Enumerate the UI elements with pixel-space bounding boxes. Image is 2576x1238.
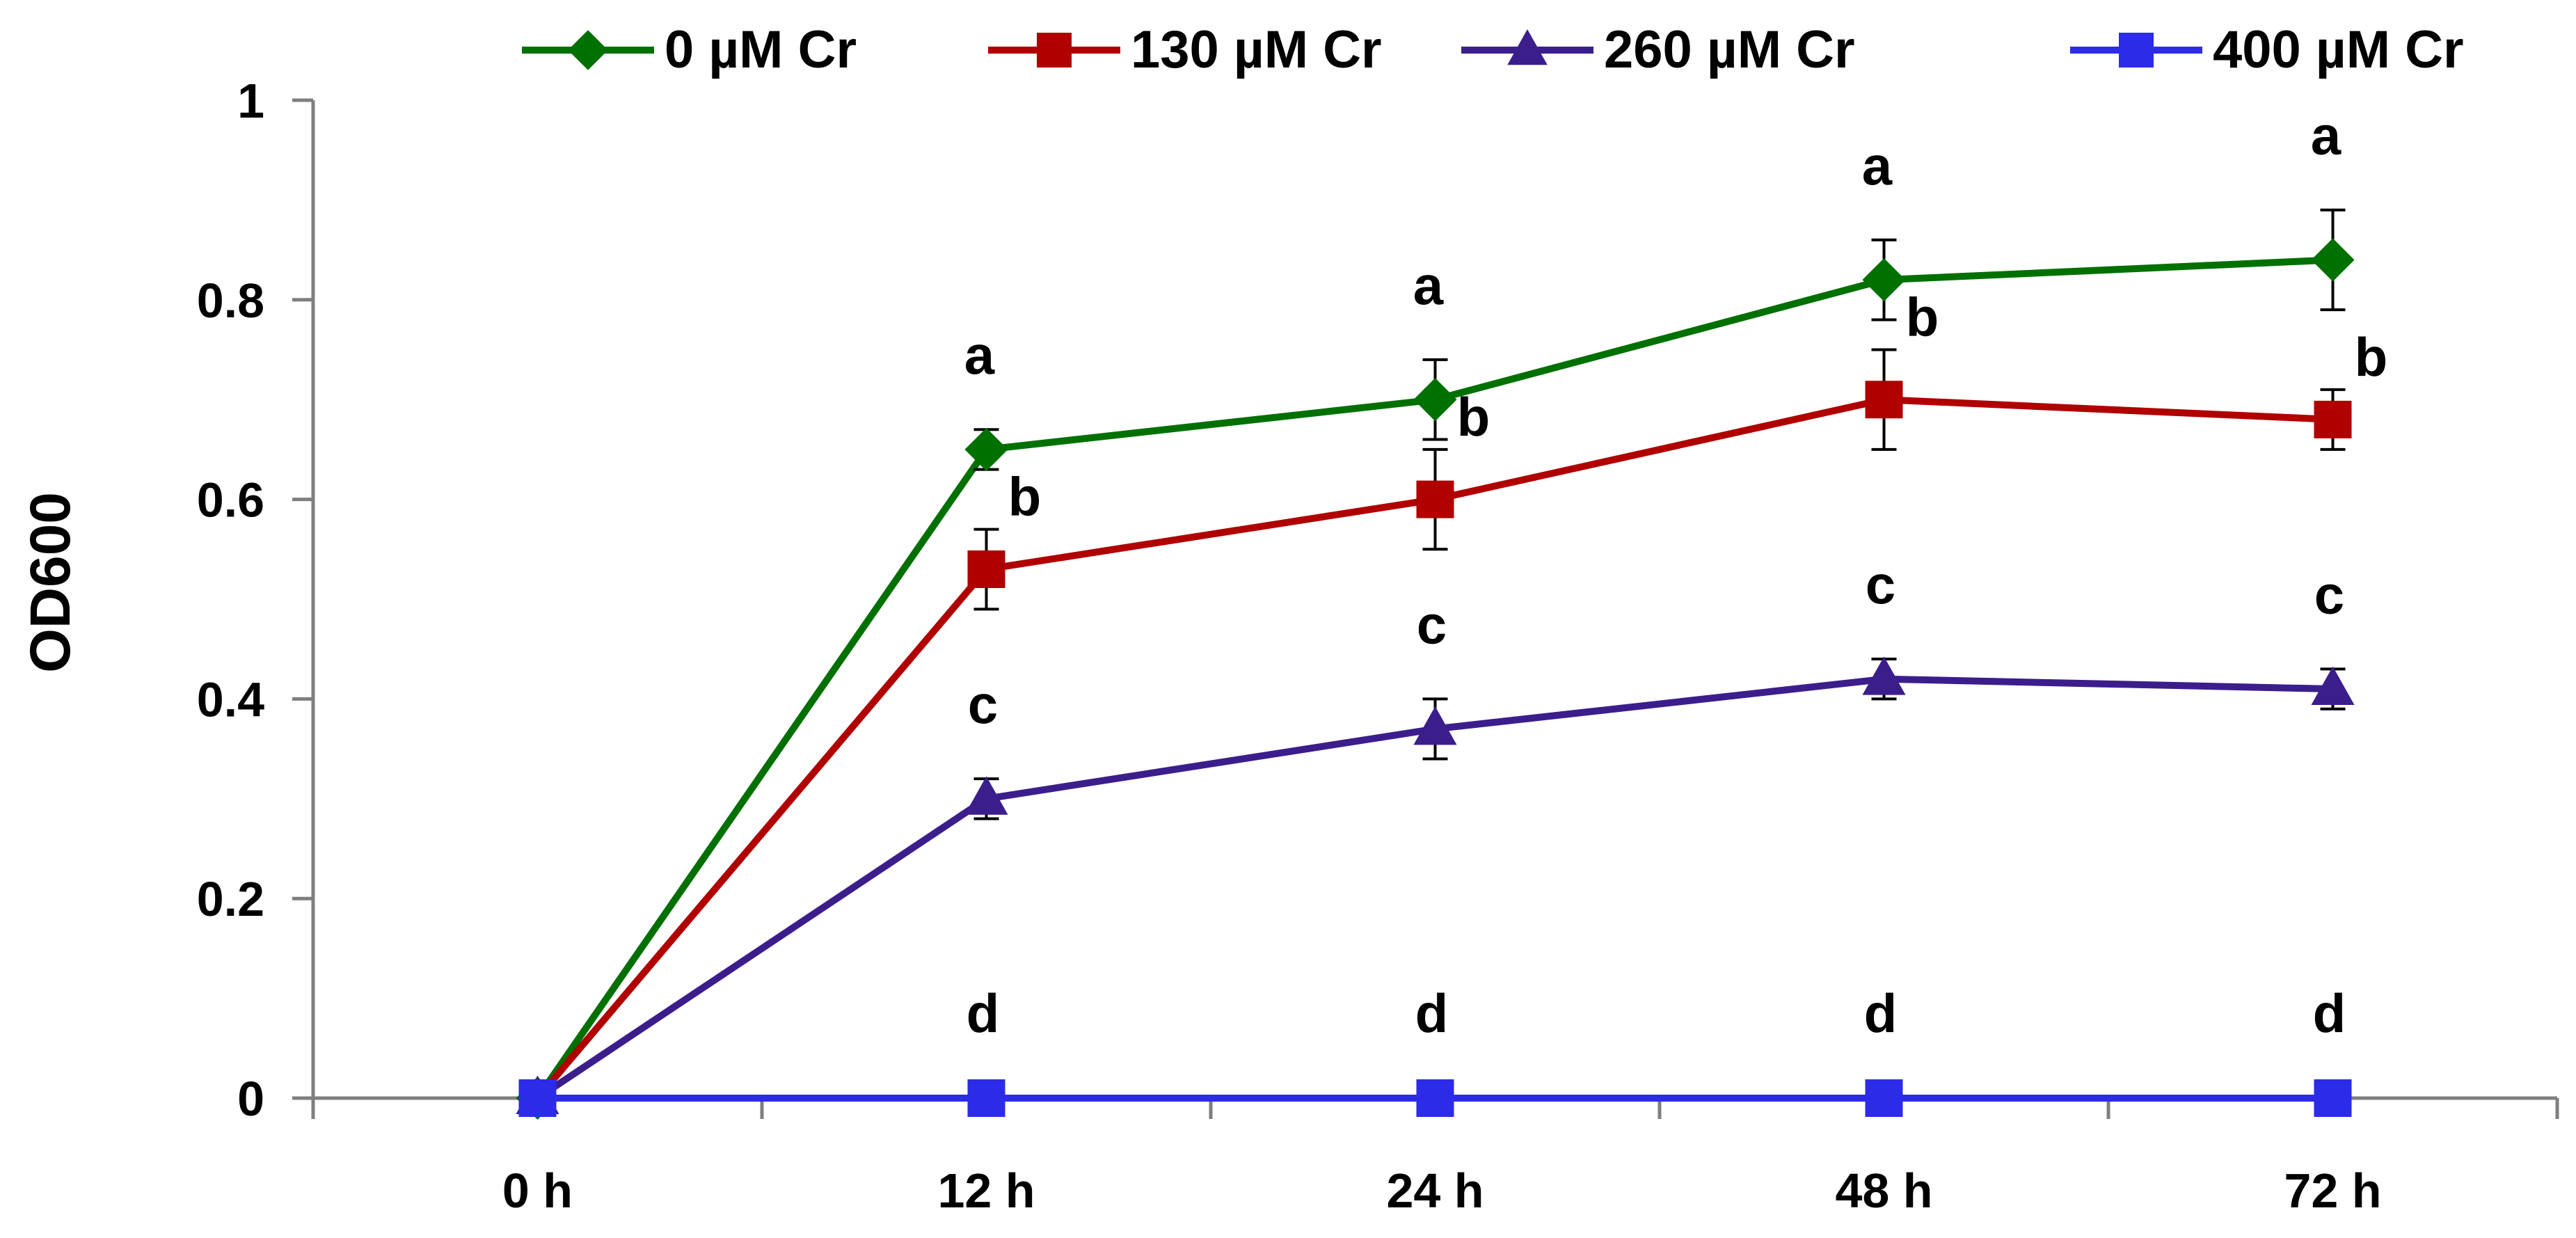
significance-letter: c — [1866, 554, 1895, 615]
data-point — [2314, 400, 2352, 438]
data-point — [967, 1079, 1005, 1117]
significance-letter: d — [1864, 983, 1898, 1044]
legend-label: 0 µM Cr — [665, 20, 857, 79]
significance-letter: d — [2313, 983, 2346, 1044]
data-point — [518, 1079, 557, 1117]
y-tick-label: 0.2 — [197, 872, 264, 926]
axes: 0 0.2 0.4 0.6 0.8 1 0 h 12 h 24 h 48 h 72 h — [197, 74, 2559, 1218]
y-tick-label: 0.8 — [197, 273, 264, 328]
significance-letter: a — [1413, 255, 1444, 316]
y-tick-label: 1 — [237, 74, 264, 128]
x-tick-label: 72 h — [2284, 1164, 2381, 1218]
x-tick-label: 24 h — [1386, 1164, 1484, 1218]
legend-marker — [2119, 33, 2154, 68]
data-point — [964, 776, 1008, 815]
y-tick-label: 0.6 — [197, 473, 264, 527]
significance-letters: a a a a b b b b c c c c d d d d — [964, 105, 2388, 1044]
significance-letter: d — [1415, 983, 1449, 1044]
y-tick-label: 0.4 — [197, 672, 264, 727]
series-0 — [516, 208, 2355, 1120]
data-point — [1862, 258, 1906, 302]
x-tick-label: 12 h — [937, 1164, 1035, 1218]
data-point — [1416, 480, 1454, 518]
significance-letter: a — [1862, 135, 1893, 196]
data-point — [964, 427, 1008, 471]
significance-letter: d — [967, 983, 1000, 1044]
significance-letter: a — [964, 324, 995, 386]
y-axis-title: OD600 — [19, 492, 82, 673]
significance-letter: a — [2311, 105, 2342, 166]
x-tick-label: 48 h — [1835, 1164, 1932, 1218]
legend-item-1: 130 µM Cr — [988, 20, 1382, 79]
legend-marker — [1507, 29, 1548, 65]
data-point — [1416, 1079, 1454, 1117]
data-point — [1862, 656, 1906, 695]
significance-letter: c — [2314, 564, 2344, 625]
data-point — [2314, 1079, 2352, 1117]
legend-marker — [1037, 33, 1072, 68]
legend-label: 400 µM Cr — [2213, 20, 2464, 79]
legend-label: 260 µM Cr — [1604, 20, 1855, 79]
legend: 0 µM Cr 130 µM Cr 260 µM Cr 400 µM Cr — [522, 20, 2464, 79]
y-tick-label: 0 — [237, 1072, 264, 1126]
data-point — [1413, 378, 1457, 422]
significance-letter: c — [1417, 594, 1447, 655]
data-point — [1413, 706, 1457, 745]
data-point — [1865, 381, 1903, 419]
significance-letter: b — [1906, 287, 1939, 348]
legend-item-2: 260 µM Cr — [1461, 20, 1855, 79]
series-3 — [518, 1079, 2352, 1117]
series-2 — [516, 656, 2355, 1114]
significance-letter: b — [1008, 466, 1042, 527]
legend-item-3: 400 µM Cr — [2070, 20, 2464, 79]
legend-item-0: 0 µM Cr — [522, 20, 857, 79]
data-point — [967, 550, 1005, 588]
series-1 — [518, 348, 2352, 1117]
x-tick-label: 0 h — [502, 1164, 573, 1218]
data-point — [2311, 238, 2355, 282]
series-layer — [516, 208, 2355, 1120]
legend-marker — [568, 30, 608, 70]
significance-letter: b — [1457, 386, 1490, 447]
data-point — [2311, 666, 2355, 706]
significance-letter: c — [968, 674, 998, 735]
data-point — [1865, 1079, 1903, 1117]
legend-label: 130 µM Cr — [1131, 20, 1382, 79]
significance-letter: b — [2355, 326, 2388, 388]
